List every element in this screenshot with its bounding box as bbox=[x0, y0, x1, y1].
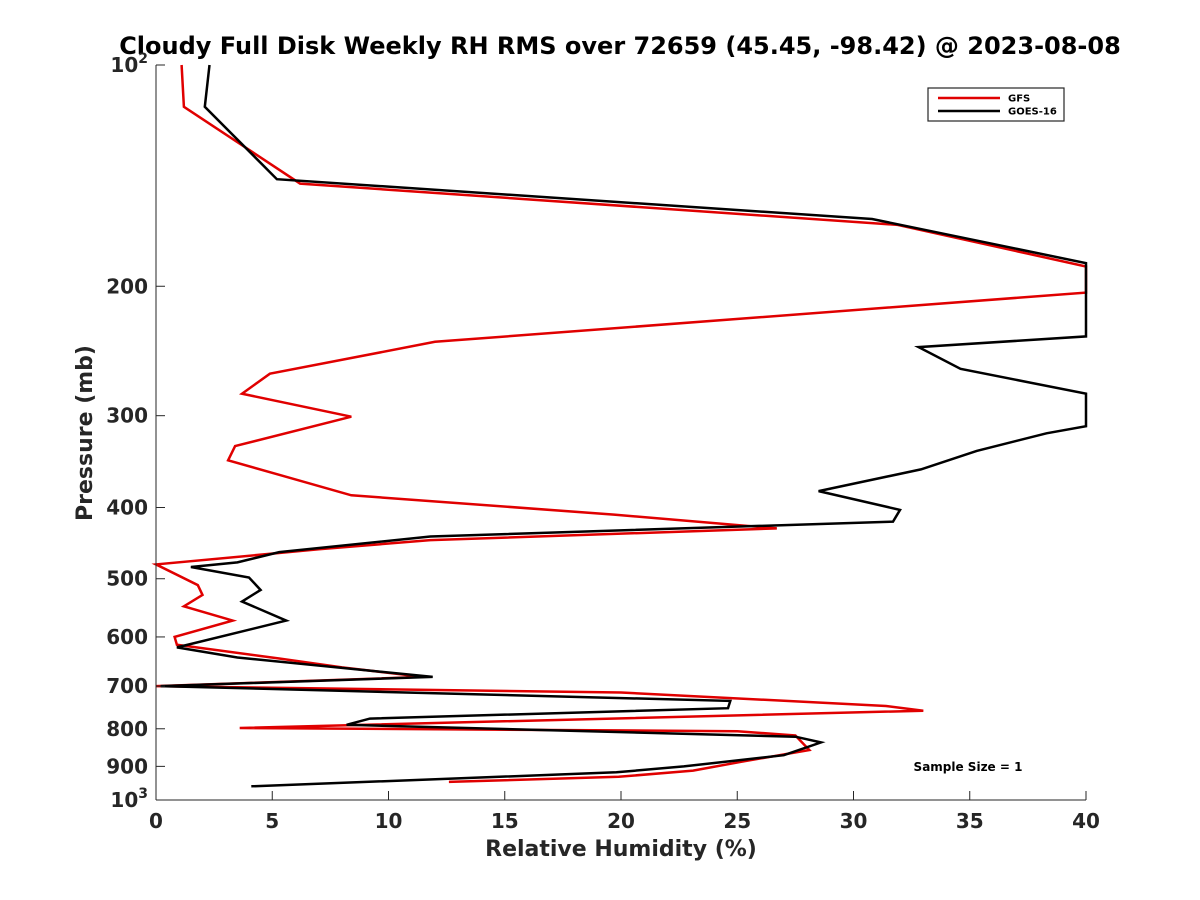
x-tick-label: 30 bbox=[840, 809, 868, 833]
y-tick-label: 600 bbox=[106, 625, 148, 649]
x-tick-label: 10 bbox=[375, 809, 403, 833]
y-tick-label: 500 bbox=[106, 567, 148, 591]
series-line-goes16 bbox=[160, 64, 1088, 788]
sample-size-annotation: Sample Size = 1 bbox=[914, 760, 1023, 774]
y-tick-label: 900 bbox=[106, 754, 148, 778]
series-layer bbox=[151, 64, 1088, 788]
y-axis-label: Pressure (mb) bbox=[73, 345, 98, 521]
legend: GFS GOES-16 bbox=[927, 87, 1065, 122]
y-ticks: 102 200 300 400 500 600 700 800 900 103 bbox=[106, 51, 165, 812]
y-tick-label: 700 bbox=[106, 674, 148, 698]
y-tick-label: 103 bbox=[110, 786, 148, 812]
x-tick-label: 0 bbox=[149, 809, 163, 833]
x-tick-label: 40 bbox=[1072, 809, 1100, 833]
plot-area bbox=[156, 65, 1086, 800]
x-tick-label: 5 bbox=[265, 809, 279, 833]
legend-label-gfs: GFS bbox=[1008, 94, 1030, 105]
y-tick-label: 200 bbox=[106, 274, 148, 298]
y-tick-label: 800 bbox=[106, 717, 148, 741]
legend-box bbox=[927, 87, 1065, 122]
x-ticks: 0 5 10 15 20 25 30 35 40 bbox=[149, 791, 1100, 833]
y-tick-label: 300 bbox=[106, 404, 148, 428]
x-tick-label: 20 bbox=[607, 809, 635, 833]
y-tick-label: 400 bbox=[106, 496, 148, 520]
y-tick-label: 102 bbox=[110, 51, 148, 77]
x-axis-label: Relative Humidity (%) bbox=[485, 837, 757, 862]
x-tick-label: 35 bbox=[956, 809, 984, 833]
x-tick-label: 15 bbox=[491, 809, 519, 833]
legend-label-goes16: GOES-16 bbox=[1008, 107, 1057, 118]
chart-title: Cloudy Full Disk Weekly RH RMS over 7265… bbox=[119, 32, 1121, 60]
x-tick-label: 25 bbox=[723, 809, 751, 833]
